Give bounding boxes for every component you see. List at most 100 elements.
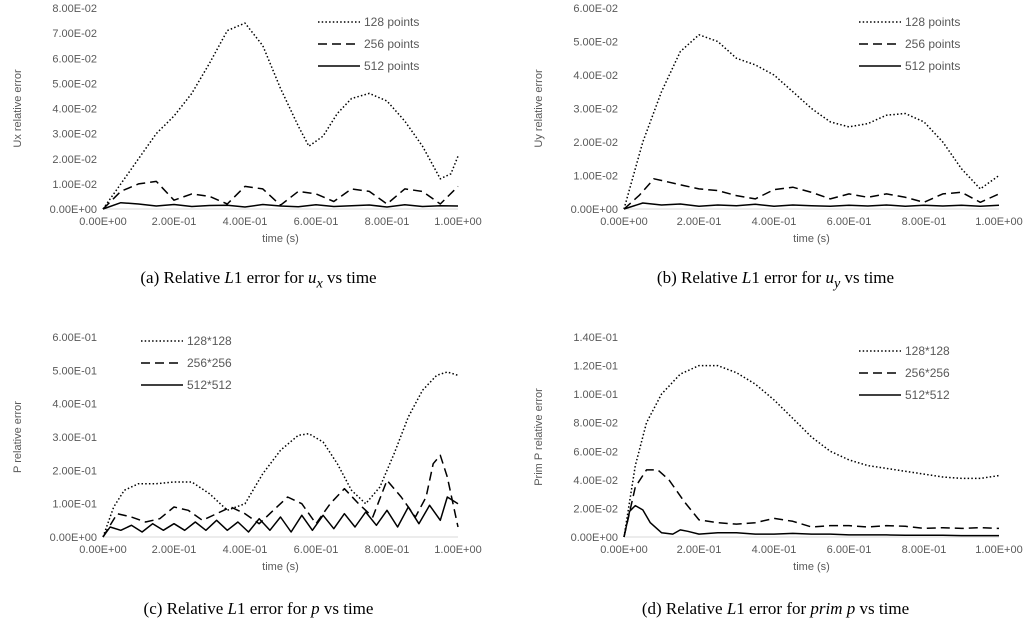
- caption-b-var: u: [825, 268, 834, 287]
- y-axis-title: P relative error: [12, 401, 24, 473]
- caption-d-one: 1: [736, 599, 745, 618]
- legend-label: 512 points: [905, 59, 960, 73]
- x-tick-label: 2.00E-01: [152, 544, 197, 556]
- y-tick-label: 6.00E-01: [52, 332, 97, 344]
- y-tick-label: 2.00E-01: [52, 465, 97, 477]
- caption-b-one: 1: [751, 268, 760, 287]
- series-line-dashed: [102, 454, 459, 538]
- x-axis-title: time (s): [793, 233, 830, 245]
- x-axis-title: time (s): [262, 561, 299, 573]
- caption-c-l: L: [227, 599, 238, 618]
- y-tick-label: 3.00E-02: [573, 104, 618, 116]
- legend-label: 256 points: [364, 37, 419, 51]
- series-line-solid: [623, 202, 1000, 210]
- x-tick-label: 1.00E+00: [975, 216, 1022, 228]
- y-tick-label: 0.00E+00: [571, 204, 618, 216]
- caption-d: (d) Relative L1 error for prim p vs time: [517, 599, 1034, 619]
- y-tick-label: 2.00E-02: [573, 137, 618, 149]
- x-tick-label: 6.00E-01: [294, 216, 339, 228]
- chart-panel-b: 0.00E+00 1.00E-02 2.00E-02 3.00E-02 4.00E-02…: [517, 0, 1034, 313]
- y-tick-label: 6.00E-02: [52, 53, 97, 65]
- y-axis-title: Ux relative error: [12, 69, 24, 148]
- caption-b: (b) Relative L1 error for uy vs time: [517, 268, 1034, 292]
- y-tick-label: 6.00E-02: [573, 3, 618, 15]
- legend-label: 128*128: [905, 344, 950, 358]
- chart-svg-d: 0.00E+00 2.00E-02 4.00E-02 6.00E-02 8.00E-02…: [533, 332, 1023, 573]
- x-tick-label: 4.00E-01: [752, 544, 797, 556]
- chart-svg-b: 0.00E+00 1.00E-02 2.00E-02 3.00E-02 4.00E-02…: [533, 3, 1023, 245]
- y-axis-title: Uy relative error: [533, 69, 545, 148]
- chart-panel-d: 0.00E+00 2.00E-02 4.00E-02 6.00E-02 8.00E-02…: [517, 313, 1034, 626]
- caption-d-var: prim p: [810, 599, 856, 618]
- y-tick-label: 1.00E-01: [52, 499, 97, 511]
- legend-label: 512 points: [364, 59, 419, 73]
- y-tick-label: 6.00E-02: [573, 446, 618, 458]
- y-tick-label: 1.40E-01: [573, 332, 618, 344]
- y-tick-label: 3.00E-01: [52, 432, 97, 444]
- x-tick-label: 8.00E-01: [365, 216, 410, 228]
- chart-panel-a: 0.00E+00 1.00E-02 2.00E-02 3.00E-02 4.00E-02…: [0, 0, 517, 313]
- legend-label: 128 points: [364, 15, 419, 29]
- series-line-solid: [623, 504, 999, 538]
- y-tick-label: 4.00E-02: [573, 70, 618, 82]
- legend-label: 128*128: [187, 334, 232, 348]
- chart-panel-c: 0.00E+00 1.00E-01 2.00E-01 3.00E-01 4.00E-01…: [0, 313, 517, 626]
- y-tick-label: 8.00E-02: [573, 418, 618, 430]
- chart-svg-a: 0.00E+00 1.00E-02 2.00E-02 3.00E-02 4.00E-02…: [12, 3, 482, 245]
- x-tick-label: 8.00E-01: [365, 544, 410, 556]
- y-tick-label: 0.00E+00: [50, 204, 97, 216]
- y-tick-label: 3.00E-02: [52, 129, 97, 141]
- y-tick-label: 1.00E-02: [52, 179, 97, 191]
- legend-label: 256 points: [905, 37, 960, 51]
- y-axis-title: Prim P relative error: [533, 388, 545, 486]
- caption-d-l: L: [726, 599, 737, 618]
- x-axis-title: time (s): [262, 233, 299, 245]
- y-tick-label: 4.00E-01: [52, 399, 97, 411]
- y-tick-label: 7.00E-02: [52, 28, 97, 40]
- legend-label: 512*512: [187, 378, 232, 392]
- series-line-solid: [102, 201, 459, 210]
- caption-d-prefix: (d) Relative: [641, 599, 727, 618]
- x-tick-label: 8.00E-01: [902, 216, 947, 228]
- x-tick-label: 0.00E+00: [600, 216, 647, 228]
- x-tick-label: 8.00E-01: [902, 544, 947, 556]
- caption-c: (c) Relative L1 error for p vs time: [0, 599, 517, 619]
- caption-a: (a) Relative L1 error for ux vs time: [0, 268, 517, 292]
- y-tick-label: 1.00E-01: [573, 389, 618, 401]
- x-tick-label: 6.00E-01: [827, 544, 872, 556]
- y-tick-label: 2.00E-02: [573, 503, 618, 515]
- x-tick-label: 0.00E+00: [79, 544, 126, 556]
- x-tick-label: 6.00E-01: [294, 544, 339, 556]
- caption-a-one: 1: [233, 268, 243, 287]
- y-tick-label: 4.00E-02: [52, 104, 97, 116]
- caption-b-l: L: [741, 268, 752, 287]
- series-line-solid: [102, 496, 459, 538]
- chart-svg-c: 0.00E+00 1.00E-01 2.00E-01 3.00E-01 4.00E-01…: [12, 332, 482, 573]
- caption-a-sub: x: [316, 275, 323, 292]
- caption-c-one: 1: [237, 599, 246, 618]
- legend-label: 512*512: [905, 388, 950, 402]
- x-tick-label: 4.00E-01: [223, 544, 268, 556]
- x-tick-label: 1.00E+00: [975, 544, 1022, 556]
- caption-a-suffix: vs time: [322, 268, 377, 287]
- caption-d-mid: error for: [744, 599, 811, 618]
- x-tick-label: 2.00E-01: [677, 216, 722, 228]
- caption-c-prefix: (c) Relative: [143, 599, 228, 618]
- y-tick-label: 5.00E-01: [52, 365, 97, 377]
- y-tick-label: 2.00E-02: [52, 154, 97, 166]
- caption-c-suffix: vs time: [319, 599, 374, 618]
- legend-label: 128 points: [905, 15, 960, 29]
- x-tick-label: 4.00E-01: [752, 216, 797, 228]
- y-tick-label: 0.00E+00: [50, 532, 97, 544]
- caption-a-l: L: [224, 268, 234, 287]
- series-line-dashed: [623, 469, 1000, 538]
- caption-b-suffix: vs time: [840, 268, 895, 287]
- legend-label: 256*256: [905, 366, 950, 380]
- y-tick-label: 1.20E-01: [573, 361, 618, 373]
- y-tick-label: 5.00E-02: [52, 78, 97, 90]
- caption-a-var: u: [307, 268, 317, 287]
- caption-a-mid: error for: [242, 268, 308, 287]
- series-line-dashed: [102, 180, 459, 210]
- caption-c-mid: error for: [245, 599, 312, 618]
- x-tick-label: 1.00E+00: [434, 544, 481, 556]
